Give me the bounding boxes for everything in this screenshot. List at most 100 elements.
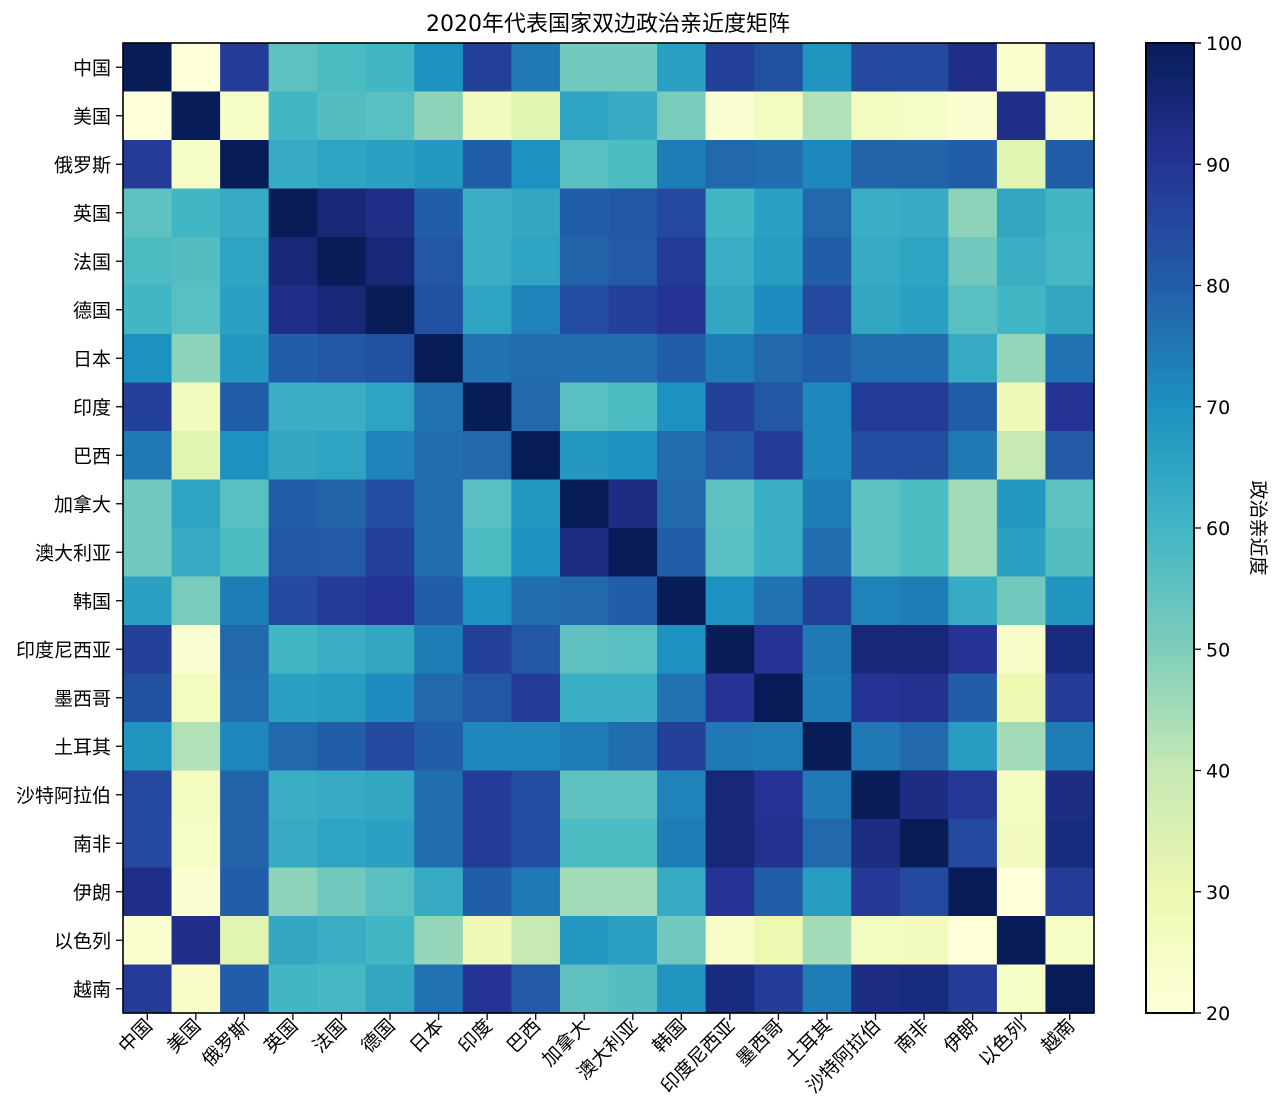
colorbar-tick-label: 60 xyxy=(1206,518,1230,540)
heatmap-cell xyxy=(802,479,852,529)
heatmap-cell xyxy=(511,43,561,93)
heatmap-cell xyxy=(996,673,1047,723)
heatmap-cell xyxy=(802,382,852,432)
heatmap-cell xyxy=(899,916,949,966)
heatmap-cell xyxy=(948,576,998,626)
heatmap-cell xyxy=(608,285,658,335)
heatmap-cell xyxy=(657,479,707,529)
x-tick-label: 越南 xyxy=(1037,1015,1079,1057)
heatmap-cell xyxy=(220,819,270,869)
y-tick-label: 韩国 xyxy=(73,591,111,613)
heatmap-cell xyxy=(171,479,221,529)
heatmap-cell xyxy=(802,964,852,1014)
heatmap-cell xyxy=(608,140,658,190)
heatmap-cell xyxy=(608,770,658,820)
heatmap-cell xyxy=(268,431,318,481)
heatmap-cell xyxy=(754,722,804,772)
heatmap-cell xyxy=(802,867,852,917)
heatmap-cell xyxy=(608,188,658,238)
heatmap-cell xyxy=(414,382,464,432)
heatmap-cell xyxy=(268,625,318,675)
heatmap-cell xyxy=(414,334,464,384)
heatmap-cell xyxy=(268,43,318,93)
heatmap-cell xyxy=(268,479,318,529)
heatmap-cell xyxy=(268,91,318,141)
heatmap-cell xyxy=(657,528,707,578)
heatmap-cell xyxy=(996,431,1047,481)
heatmap-cell xyxy=(268,964,318,1014)
heatmap-cell xyxy=(365,285,415,335)
heatmap-cell xyxy=(268,722,318,772)
y-tick-label: 以色列 xyxy=(54,930,111,952)
heatmap-cell xyxy=(171,722,221,772)
heatmap-cell xyxy=(996,91,1047,141)
heatmap-cell xyxy=(414,91,464,141)
heatmap-cell xyxy=(996,140,1047,190)
heatmap-cell xyxy=(559,479,610,529)
heatmap-cell xyxy=(414,43,464,93)
heatmap-cell xyxy=(802,334,852,384)
heatmap-cell xyxy=(802,43,852,93)
heatmap-cell xyxy=(123,188,173,238)
heatmap-cell xyxy=(414,964,464,1014)
heatmap-cell xyxy=(171,140,221,190)
heatmap-cell xyxy=(559,237,610,287)
heatmap-cell xyxy=(802,528,852,578)
heatmap-cell xyxy=(414,576,464,626)
x-tick-label: 以色列 xyxy=(975,1015,1031,1071)
colorbar-tick-label: 50 xyxy=(1206,639,1230,661)
heatmap-cell xyxy=(511,188,561,238)
heatmap-cell xyxy=(559,625,610,675)
heatmap-cell xyxy=(220,625,270,675)
heatmap-cell xyxy=(317,819,367,869)
heatmap-cell xyxy=(559,140,610,190)
heatmap-cell xyxy=(802,140,852,190)
heatmap-cell xyxy=(1045,867,1095,917)
colorbar-tick-label: 70 xyxy=(1206,397,1230,419)
heatmap-cell xyxy=(657,673,707,723)
heatmap-cell xyxy=(1045,43,1095,93)
heatmap-cell xyxy=(414,431,464,481)
heatmap-cell xyxy=(948,673,998,723)
heatmap-cell xyxy=(317,964,367,1014)
heatmap-cell xyxy=(996,528,1047,578)
x-tick-label: 巴西 xyxy=(503,1015,545,1057)
heatmap-cell xyxy=(899,382,949,432)
heatmap-cell xyxy=(220,576,270,626)
heatmap-cell xyxy=(559,867,610,917)
heatmap-cell xyxy=(365,237,415,287)
heatmap-cell xyxy=(559,188,610,238)
heatmap-cell xyxy=(754,625,804,675)
heatmap-cell xyxy=(608,237,658,287)
heatmap-cell xyxy=(123,140,173,190)
heatmap-cell xyxy=(1045,382,1095,432)
heatmap-cell xyxy=(1045,528,1095,578)
heatmap-cell xyxy=(705,867,755,917)
heatmap-cell xyxy=(705,722,755,772)
heatmap-cell xyxy=(317,382,367,432)
heatmap-cell xyxy=(1045,673,1095,723)
heatmap-cell xyxy=(948,625,998,675)
y-tick-label: 土耳其 xyxy=(54,736,111,758)
heatmap-cell xyxy=(365,673,415,723)
heatmap-cell xyxy=(899,722,949,772)
heatmap-cell xyxy=(171,382,221,432)
heatmap-cell xyxy=(462,285,512,335)
heatmap-cell xyxy=(996,382,1047,432)
heatmap-cell xyxy=(1045,237,1095,287)
heatmap-cell xyxy=(851,237,901,287)
heatmap-cell xyxy=(996,625,1047,675)
heatmap-cell xyxy=(414,770,464,820)
heatmap-cell xyxy=(462,576,512,626)
heatmap-cell xyxy=(220,528,270,578)
heatmap-cell xyxy=(705,188,755,238)
heatmap-cell xyxy=(365,625,415,675)
heatmap-cell xyxy=(608,819,658,869)
heatmap-cell xyxy=(754,334,804,384)
heatmap-cell xyxy=(705,431,755,481)
heatmap-cell xyxy=(608,722,658,772)
heatmap-cell xyxy=(123,867,173,917)
colorbar-gradient xyxy=(1145,42,1195,1014)
